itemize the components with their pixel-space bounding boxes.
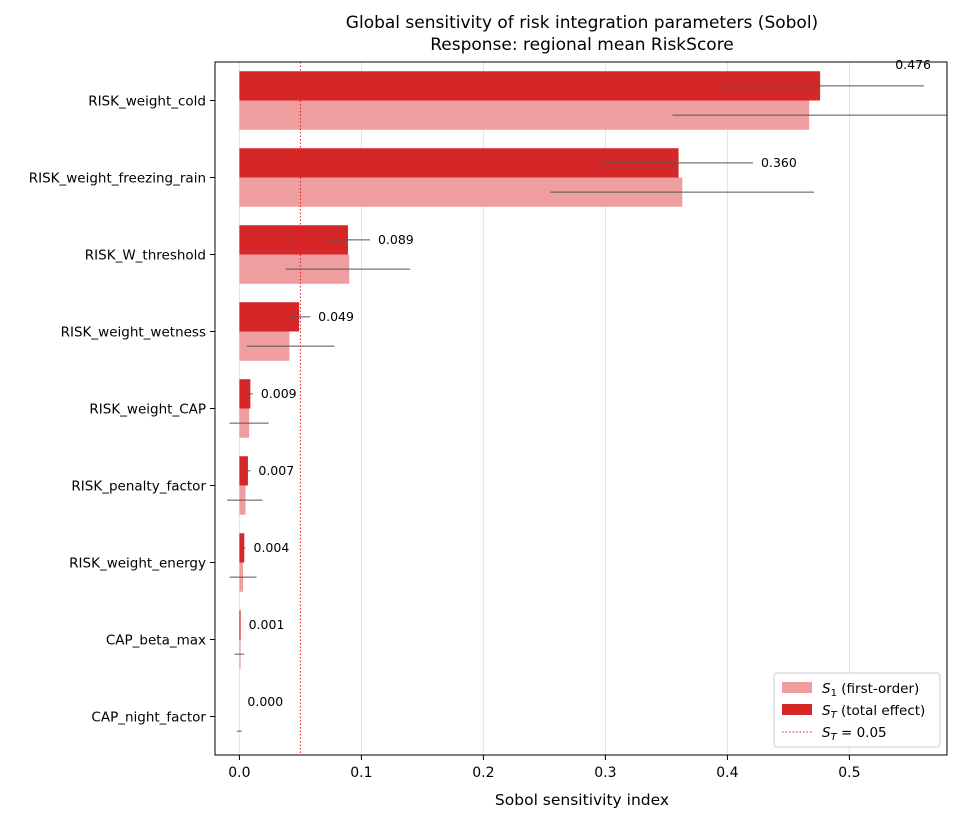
legend-label-st: ST (total effect)	[822, 703, 925, 721]
axes-frame	[214, 61, 948, 756]
legend-swatch-st	[782, 704, 812, 715]
value-label: 0.001	[249, 617, 285, 632]
x-tick-label: 0.5	[838, 765, 860, 781]
x-tick-label: 0.1	[350, 765, 372, 781]
value-label: 0.009	[261, 386, 297, 401]
value-label: 0.360	[761, 155, 797, 170]
legend-symbol: S	[822, 703, 831, 719]
legend-box	[773, 672, 941, 748]
legend-symbol: S	[822, 725, 831, 741]
category-label: RISK_weight_cold	[88, 94, 206, 110]
x-tick-label: 0.3	[594, 765, 616, 781]
legend-subscript: 1	[831, 688, 837, 699]
bar-st	[239, 302, 300, 332]
legend-swatch-s1	[782, 682, 812, 693]
value-label: 0.476	[895, 57, 931, 72]
legend-subscript: T	[831, 732, 838, 743]
bar-st	[239, 379, 251, 409]
legend-text: = 0.05	[837, 725, 887, 741]
category-label: RISK_weight_CAP	[89, 402, 206, 418]
value-label: 0.089	[378, 232, 414, 247]
bar-st	[239, 533, 245, 563]
x-axis-label: Sobol sensitivity index	[495, 791, 669, 809]
category-label: RISK_penalty_factor	[71, 479, 206, 495]
value-label: 0.007	[258, 463, 294, 478]
legend-label-thr: ST = 0.05	[822, 725, 887, 743]
x-tick-label: 0.4	[716, 765, 738, 781]
legend-subscript: T	[831, 710, 838, 721]
x-tick-label: 0.0	[228, 765, 250, 781]
legend: S1 (first-order)ST (total effect)ST = 0.…	[773, 672, 941, 748]
chart-title: Global sensitivity of risk integration p…	[346, 13, 818, 33]
value-label: 0.000	[247, 694, 283, 709]
category-label: RISK_W_threshold	[85, 248, 206, 264]
plot-area: 0.0 0.1 0.2 0.3 0.4 0.5 0.476 RISK_weight_cold 0…	[29, 57, 948, 781]
category-label: RISK_weight_freezing_rain	[29, 171, 206, 187]
legend-text: (total effect)	[837, 703, 926, 719]
x-tick-label: 0.2	[472, 765, 494, 781]
category-label: RISK_weight_energy	[69, 556, 206, 572]
value-label: 0.049	[318, 309, 354, 324]
bar-st	[239, 610, 241, 640]
value-label: 0.004	[254, 540, 290, 555]
legend-symbol: S	[822, 681, 831, 697]
bar-st	[239, 456, 248, 486]
legend-label-s1: S1 (first-order)	[822, 681, 919, 699]
legend-text: (first-order)	[837, 681, 919, 697]
category-label: CAP_night_factor	[91, 710, 206, 726]
category-label: RISK_weight_wetness	[61, 325, 206, 341]
category-label: CAP_beta_max	[106, 633, 206, 649]
chart-subtitle: Response: regional mean RiskScore	[430, 35, 734, 55]
